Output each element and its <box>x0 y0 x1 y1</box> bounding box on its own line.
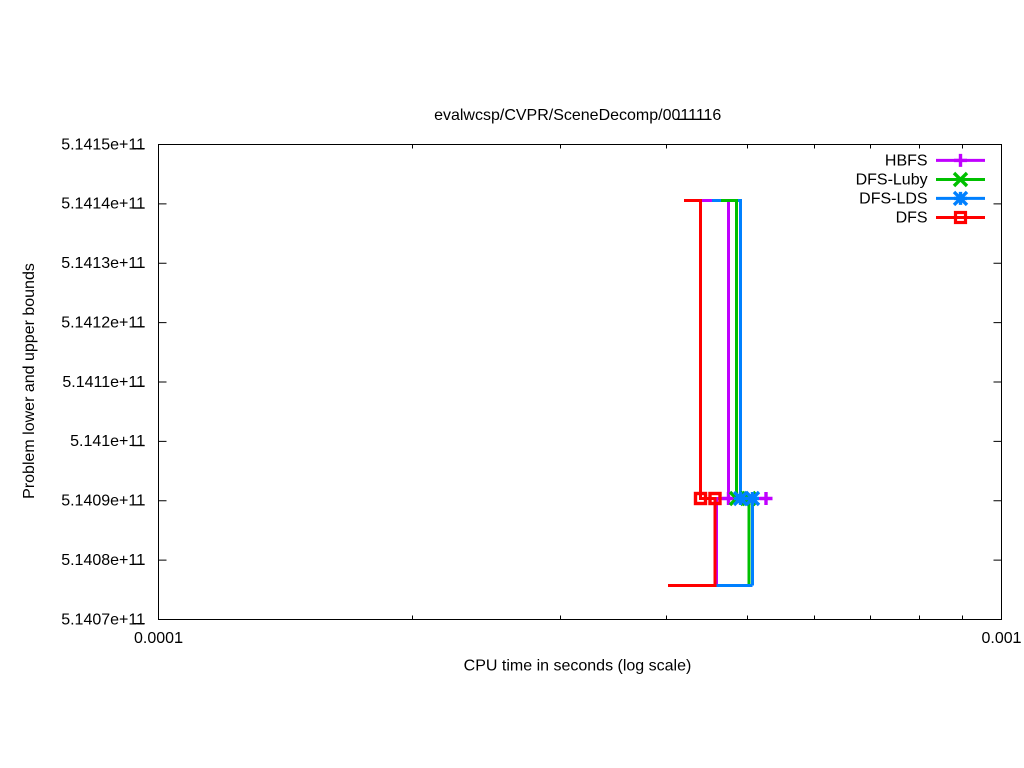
svg-text:HBFS: HBFS <box>885 153 928 170</box>
svg-text:DFS: DFS <box>896 210 928 227</box>
svg-text:5.1408e+11: 5.1408e+11 <box>61 552 145 569</box>
svg-text:5.141e+11: 5.141e+11 <box>70 433 145 450</box>
svg-text:0.0001: 0.0001 <box>134 630 183 647</box>
svg-text:5.1407e+11: 5.1407e+11 <box>61 611 145 628</box>
svg-text:5.1411e+11: 5.1411e+11 <box>62 374 145 391</box>
svg-text:5.1412e+11: 5.1412e+11 <box>61 314 145 331</box>
svg-text:5.1409e+11: 5.1409e+11 <box>61 493 145 510</box>
svg-text:5.1413e+11: 5.1413e+11 <box>61 255 145 272</box>
svg-text:5.1414e+11: 5.1414e+11 <box>61 196 145 213</box>
svg-text:Problem lower and upper bounds: Problem lower and upper bounds <box>21 263 38 499</box>
svg-text:evalwcsp/CVPR/SceneDecomp/0011: evalwcsp/CVPR/SceneDecomp/0011116 <box>434 107 721 124</box>
svg-text:DFS-LDS: DFS-LDS <box>859 191 927 208</box>
svg-text:0.001: 0.001 <box>981 630 1021 647</box>
svg-text:DFS-Luby: DFS-Luby <box>856 172 928 189</box>
svg-text:CPU time in seconds (log scale: CPU time in seconds (log scale) <box>464 657 692 674</box>
svg-text:5.1415e+11: 5.1415e+11 <box>61 136 145 153</box>
